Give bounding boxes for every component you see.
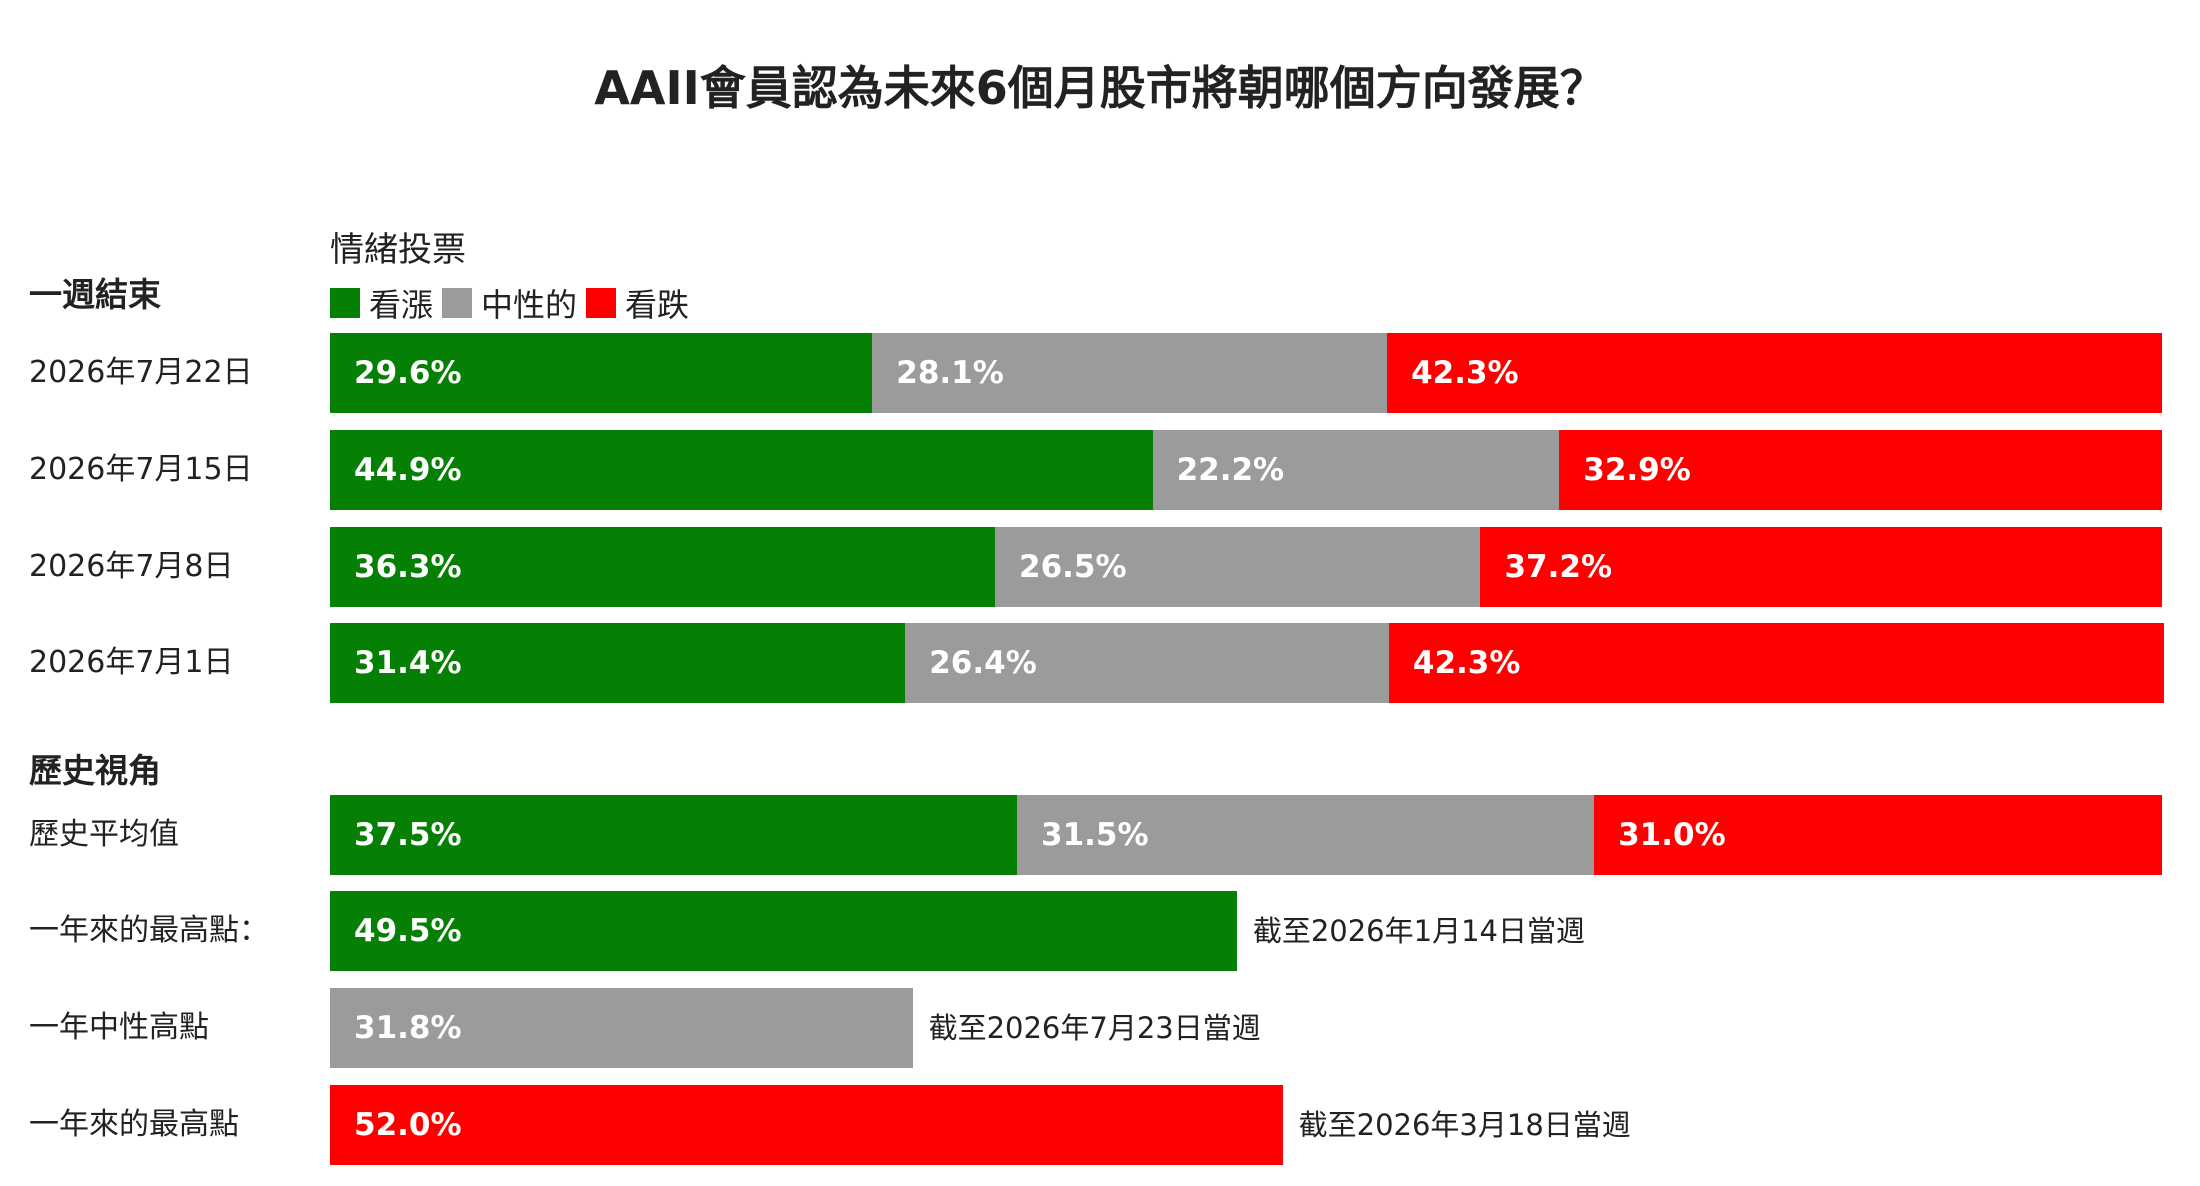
legend-label-bearish: 看跌	[625, 286, 690, 324]
bar-note: 截至2026年7月23日當週	[928, 1011, 1261, 1045]
legend-swatch-neutral	[442, 288, 473, 318]
bar-value-label: 49.5%	[354, 913, 462, 949]
bar-value-label: 37.2%	[1504, 549, 1613, 585]
row-label: 歷史平均值	[29, 817, 179, 852]
bar-segment-bullish	[330, 891, 1237, 971]
legend-title: 情緒投票	[330, 230, 466, 270]
bar-value-label: 32.9%	[1583, 452, 1691, 488]
bar-segment-neutral	[872, 333, 1388, 413]
bar-value-label: 42.3%	[1412, 645, 1521, 681]
bar-segment-bearish	[1559, 430, 2162, 510]
legend-swatch-bearish	[586, 288, 617, 318]
bar-note: 截至2026年3月18日當週	[1298, 1108, 1631, 1142]
legend: 看漲 中性的 看跌	[330, 280, 698, 326]
bar-value-label: 26.5%	[1019, 549, 1127, 585]
bar-value-label: 31.4%	[354, 645, 462, 681]
bar-segment-neutral	[1017, 795, 1595, 875]
bar-value-label: 28.1%	[896, 355, 1004, 391]
legend-label-bullish: 看漲	[369, 286, 434, 324]
bar-segment-bearish	[1388, 623, 2164, 703]
bar-segment-bearish	[1480, 527, 2162, 607]
bar-segment-bearish	[1594, 795, 2162, 875]
row-label: 2026年7月15日	[29, 452, 253, 487]
section-heading-weekly: 一週結束	[29, 275, 161, 314]
bar-segment-bullish	[330, 795, 1017, 875]
row-label: 2026年7月1日	[29, 645, 234, 680]
bar-segment-bullish	[330, 430, 1153, 510]
row-label: 2026年7月8日	[29, 549, 234, 584]
bar-value-label: 22.2%	[1176, 452, 1285, 488]
bar-value-label: 26.4%	[929, 645, 1037, 681]
bar-value-label: 31.0%	[1618, 817, 1726, 853]
bar-segment-bullish	[330, 527, 996, 607]
bar-value-label: 31.5%	[1041, 817, 1149, 853]
bar-value-label: 36.3%	[354, 549, 462, 585]
bar-segment-neutral	[995, 527, 1481, 607]
bar-value-label: 29.6%	[354, 355, 462, 391]
bar-value-label: 42.3%	[1411, 355, 1519, 391]
bar-value-label: 44.9%	[354, 452, 462, 488]
chart-title: AAII會員認為未來6個月股市將朝哪個方向發展？	[594, 61, 1606, 115]
bar-segment-bullish	[330, 333, 873, 413]
row-label: 一年來的最高點：	[29, 913, 269, 948]
legend-swatch-bullish	[330, 288, 360, 318]
bar-segment-bearish	[1387, 333, 2162, 413]
bar-segment-neutral	[330, 988, 913, 1068]
bar-segment-neutral	[905, 623, 1389, 703]
bar-value-label: 37.5%	[354, 817, 462, 853]
bar-segment-bearish	[330, 1085, 1283, 1165]
section-heading-history: 歷史視角	[29, 751, 161, 790]
row-label: 2026年7月22日	[29, 355, 253, 390]
bar-value-label: 31.8%	[354, 1010, 462, 1046]
bar-value-label: 52.0%	[354, 1107, 462, 1143]
row-label: 一年中性高點	[29, 1010, 209, 1045]
bar-segment-bullish	[330, 623, 906, 703]
row-label: 一年來的最高點	[29, 1107, 239, 1142]
bar-note: 截至2026年1月14日當週	[1252, 914, 1585, 948]
legend-label-neutral: 中性的	[481, 286, 578, 324]
bar-segment-neutral	[1152, 430, 1560, 510]
